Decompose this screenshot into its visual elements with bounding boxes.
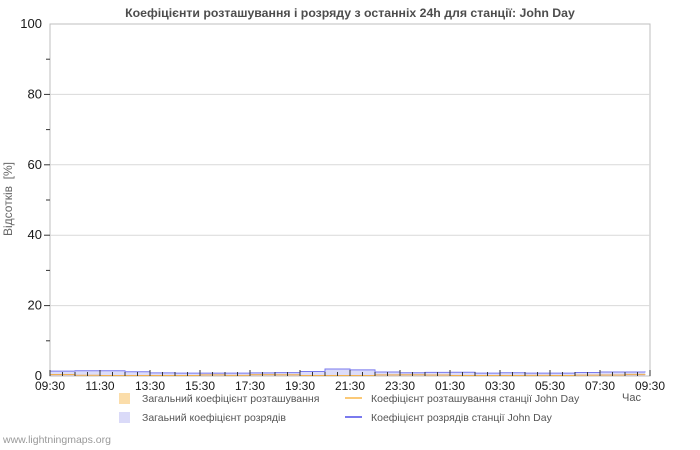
- svg-text:80: 80: [28, 86, 42, 101]
- svg-text:21:30: 21:30: [335, 379, 365, 393]
- svg-text:05:30: 05:30: [535, 379, 565, 393]
- svg-text:19:30: 19:30: [285, 379, 315, 393]
- svg-text:09:30: 09:30: [35, 379, 65, 393]
- svg-text:100: 100: [20, 16, 42, 31]
- svg-text:23:30: 23:30: [385, 379, 415, 393]
- svg-text:13:30: 13:30: [135, 379, 165, 393]
- svg-text:15:30: 15:30: [185, 379, 215, 393]
- svg-text:11:30: 11:30: [85, 379, 114, 393]
- svg-text:01:30: 01:30: [435, 379, 465, 393]
- svg-text:20: 20: [28, 298, 42, 313]
- svg-text:40: 40: [28, 227, 42, 242]
- svg-text:60: 60: [28, 157, 42, 172]
- svg-text:03:30: 03:30: [485, 379, 515, 393]
- svg-text:09:30: 09:30: [635, 379, 665, 393]
- svg-text:17:30: 17:30: [235, 379, 265, 393]
- svg-text:07:30: 07:30: [585, 379, 615, 393]
